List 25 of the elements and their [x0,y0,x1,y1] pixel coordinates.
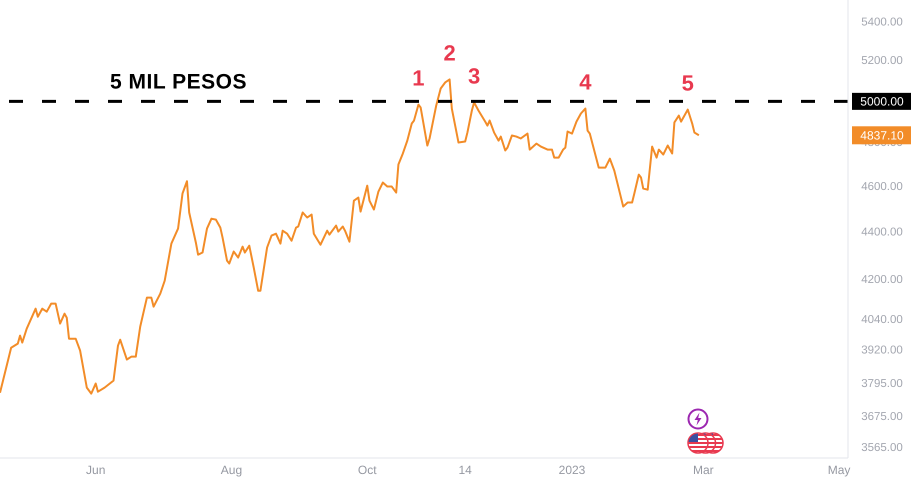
y-tick-label: 4200.00 [861,274,903,286]
x-tick-label: 14 [458,463,472,477]
annotation: 3 [468,63,480,88]
x-tick-label: Mar [692,463,714,477]
y-tick-label: 4600.00 [861,180,903,193]
annotation: 5 [682,70,694,96]
x-tick-label: 2023 [558,463,586,477]
y-tick-label: 4040.00 [861,314,903,326]
ref-line-label: 5 MIL PESOS [110,70,247,94]
y-tick-label: 3565.00 [861,442,903,454]
y-tick-label: 5200.00 [861,55,903,68]
x-tick-label: Jun [86,463,106,477]
y-tick-label: 5400.00 [861,16,903,29]
annotation: 2 [443,40,456,66]
annotation: 4 [579,70,592,95]
y-tick-label: 3920.00 [861,344,903,357]
y-tick-label: 5000.00 [860,94,904,108]
x-tick-label: Oct [358,463,378,477]
annotation: 1 [412,66,425,91]
x-tick-label: Aug [220,463,242,477]
text: 4837.10 [860,128,904,142]
x-tick-label: May [828,463,850,477]
y-tick-label: 3675.00 [861,410,903,423]
y-tick-label: 3795.00 [861,378,903,390]
y-tick-label: 4400.00 [861,226,903,238]
